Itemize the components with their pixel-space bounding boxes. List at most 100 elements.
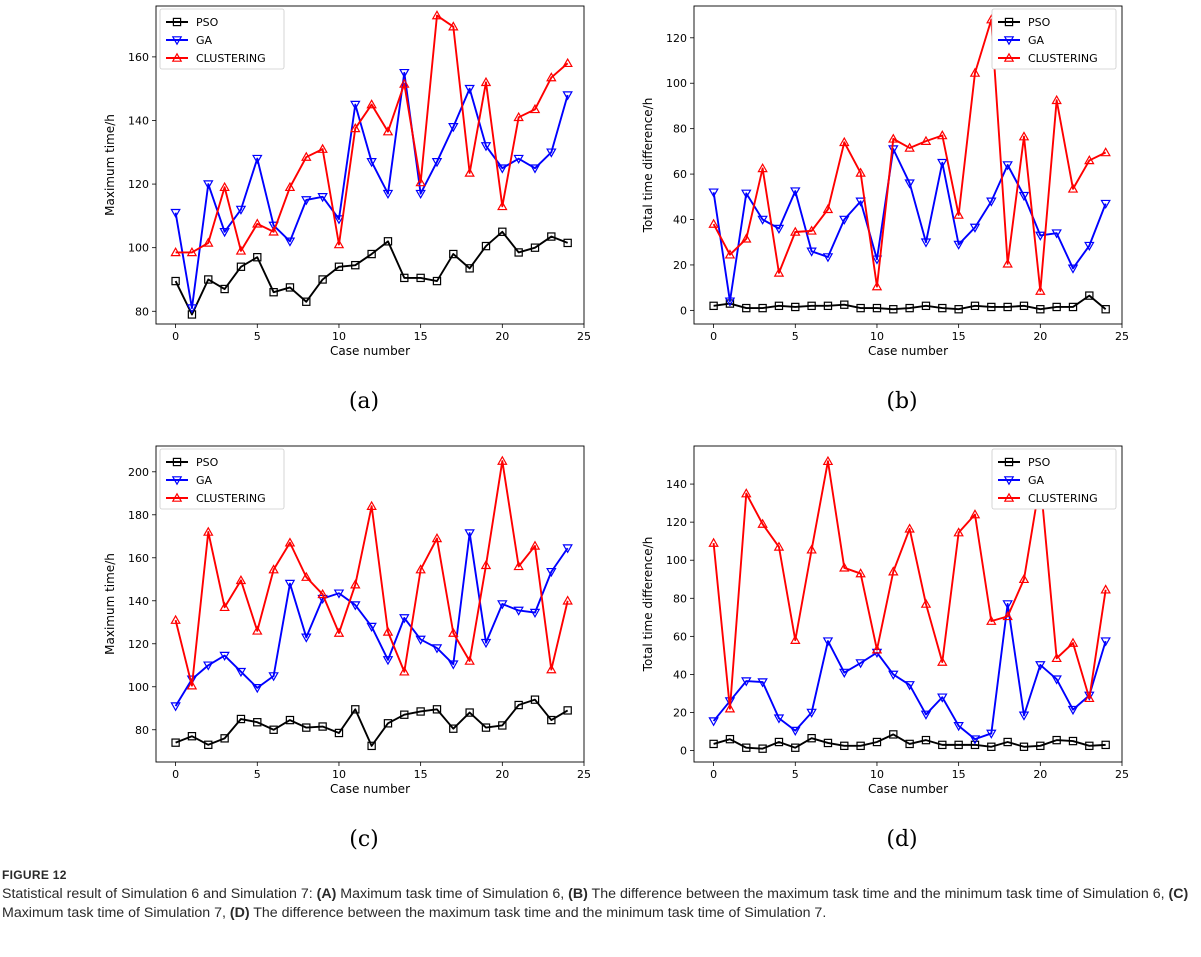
data-point-triangle-up — [480, 76, 492, 87]
data-point-square — [318, 722, 327, 731]
data-point-triangle-up — [724, 249, 736, 259]
data-point-triangle-down — [513, 606, 524, 616]
x-tick-label: 20 — [1033, 768, 1047, 781]
data-point-triangle-down — [235, 205, 247, 215]
data-point-square — [742, 743, 751, 752]
data-point-triangle-up — [268, 226, 279, 236]
legend-box — [991, 8, 1117, 70]
data-point-triangle-up — [757, 162, 768, 173]
data-point-triangle-down — [562, 91, 573, 101]
legend-label-ga: GA — [1028, 34, 1045, 47]
legend: PSO GA CLUSTERING — [159, 8, 285, 70]
data-point-triangle-up — [546, 72, 557, 82]
data-point-triangle-up — [252, 218, 263, 228]
y-tick-label: 100 — [666, 554, 687, 567]
data-point-square — [987, 302, 996, 312]
data-point-triangle-down — [822, 253, 834, 263]
data-point-square — [1004, 17, 1014, 27]
series-pso — [709, 730, 1110, 753]
data-point-square — [840, 741, 849, 751]
data-point-square — [856, 303, 865, 313]
data-point-square — [253, 253, 262, 262]
data-point-square — [220, 284, 229, 294]
series-pso — [171, 227, 572, 319]
data-point-triangle-up — [1002, 610, 1013, 621]
data-point-triangle-up — [724, 703, 736, 713]
data-point-triangle-down — [855, 197, 866, 207]
data-point-triangle-up — [284, 181, 296, 192]
figure-label: FIGURE 12 — [2, 868, 67, 882]
data-point-square — [1003, 737, 1012, 747]
data-point-triangle-up — [920, 135, 932, 145]
data-point-triangle-up — [790, 226, 801, 236]
data-point-square — [547, 232, 556, 241]
data-point-triangle-down — [1100, 199, 1111, 210]
data-point-triangle-up — [448, 627, 459, 637]
y-tick-label: 80 — [135, 305, 149, 318]
x-tick-label: 5 — [792, 330, 799, 343]
y-tick-label: 40 — [673, 668, 687, 681]
data-point-triangle-down — [170, 208, 181, 219]
data-point-triangle-up — [448, 21, 459, 31]
data-point-triangle-down — [920, 710, 932, 720]
data-point-triangle-down — [431, 158, 443, 168]
data-point-square — [514, 248, 523, 257]
y-tick-label: 20 — [673, 259, 687, 272]
series-ga — [708, 600, 1111, 745]
data-point-triangle-down — [1002, 600, 1013, 610]
data-point-square — [481, 723, 491, 732]
series-clustering — [170, 10, 573, 257]
data-point-triangle-down — [773, 714, 785, 724]
data-point-square — [367, 249, 376, 259]
series-pso — [171, 695, 572, 751]
data-point-triangle-up — [219, 601, 230, 612]
data-point-triangle-down — [186, 304, 198, 314]
data-point-square — [204, 740, 213, 750]
data-point-triangle-down — [920, 238, 932, 248]
x-tick-label: 0 — [710, 330, 717, 343]
data-point-square — [807, 734, 816, 743]
data-point-triangle-up — [382, 626, 394, 636]
data-point-triangle-up — [937, 130, 948, 140]
axes-frame — [693, 445, 1123, 763]
data-point-square — [351, 260, 360, 270]
data-point-square — [1036, 305, 1045, 314]
y-tick-label: 20 — [673, 707, 687, 720]
plot-area — [708, 14, 1111, 314]
data-point-triangle-down — [839, 668, 850, 678]
data-point-triangle-up — [480, 559, 492, 570]
data-point-square — [498, 227, 507, 236]
y-tick-label: 60 — [673, 630, 687, 643]
data-point-square — [725, 734, 735, 744]
y-axis-label: Total time difference/h — [641, 98, 655, 234]
y-tick-label: 140 — [128, 114, 149, 127]
legend-label-ga: GA — [1028, 474, 1045, 487]
y-tick-label: 0 — [680, 304, 687, 317]
data-point-triangle-down — [1067, 264, 1079, 274]
data-point-triangle-down — [822, 637, 834, 647]
data-point-triangle-down — [350, 601, 361, 611]
caption-tag-c: (C) — [1168, 886, 1189, 902]
data-point-triangle-down — [790, 726, 801, 737]
caption-part-b: The difference between the maximum task … — [587, 886, 1169, 902]
y-tick-label: 40 — [673, 214, 687, 227]
series-line-ga — [712, 603, 1107, 741]
x-tick-label: 15 — [952, 768, 966, 781]
data-point-square — [970, 301, 980, 311]
legend-box — [159, 448, 285, 510]
legend-label-pso: PSO — [1028, 16, 1051, 29]
data-point-triangle-up — [546, 664, 557, 674]
y-tick-label: 60 — [673, 168, 687, 181]
y-axis-label: Maximum time/h — [103, 553, 117, 655]
data-point-triangle-up — [1084, 692, 1095, 703]
y-tick-label: 120 — [128, 638, 149, 651]
series-line-pso — [713, 294, 1107, 311]
data-point-square — [269, 725, 278, 734]
data-point-square — [970, 740, 980, 750]
data-point-square — [432, 705, 442, 714]
panel-label: (d) — [886, 827, 917, 852]
data-point-triangle-up — [855, 167, 866, 177]
data-point-square — [791, 743, 800, 752]
data-point-triangle-down — [203, 180, 214, 190]
